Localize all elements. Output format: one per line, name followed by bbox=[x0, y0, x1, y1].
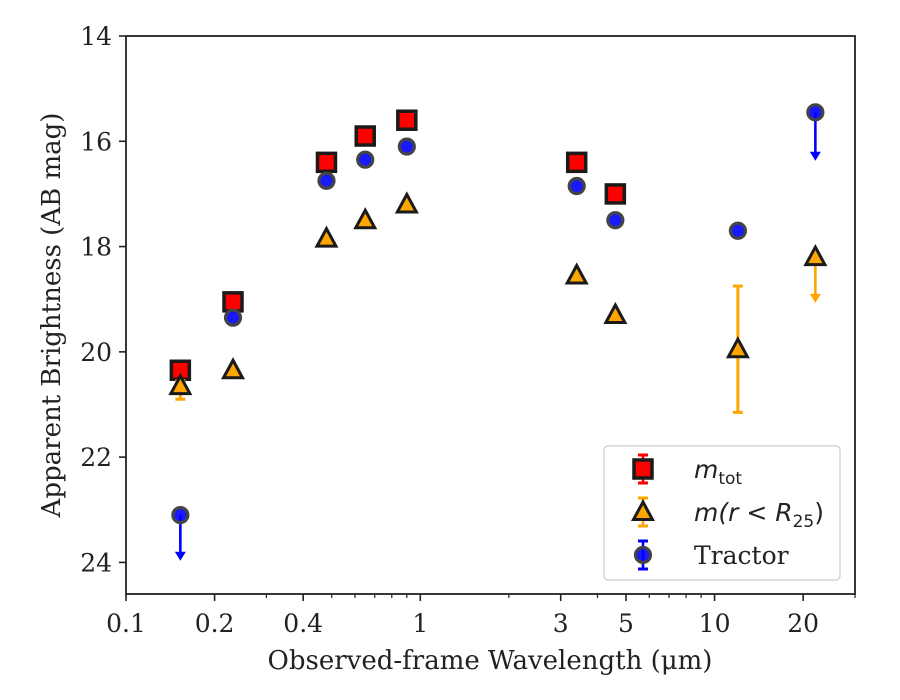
legend-text: m(r < R bbox=[694, 498, 793, 527]
point-mtot bbox=[396, 109, 418, 131]
legend-subscript: tot bbox=[718, 469, 742, 489]
point-mtot bbox=[222, 291, 244, 313]
legend-text-end: ) bbox=[814, 498, 824, 527]
x-tick-label: 1 bbox=[412, 609, 428, 638]
legend-item-mtot: mtot bbox=[632, 453, 742, 489]
legend: mtot m(r < R25) Tractor bbox=[603, 445, 841, 581]
point-mtot bbox=[354, 125, 376, 147]
x-tick-label: 10 bbox=[699, 609, 731, 638]
legend-label-mtot: mtot bbox=[694, 455, 742, 489]
point-mr25 bbox=[168, 372, 193, 396]
legend-label-mr25: m(r < R25) bbox=[694, 498, 824, 532]
x-axis-label: Observed-frame Wavelength (μm) bbox=[268, 646, 713, 676]
legend-item-mr25: m(r < R25) bbox=[630, 496, 824, 532]
point-mr25 bbox=[803, 243, 828, 267]
point-tractor bbox=[356, 150, 375, 169]
x-tick-label: 0.4 bbox=[283, 609, 323, 638]
y-tick-label: 22 bbox=[80, 443, 112, 472]
point-mtot bbox=[604, 183, 627, 205]
point-tractor bbox=[806, 103, 825, 122]
y-tick-label: 18 bbox=[80, 233, 112, 262]
point-mr25 bbox=[353, 207, 378, 230]
point-tractor bbox=[397, 137, 416, 156]
series-mr25 bbox=[168, 191, 828, 414]
x-tick-label: 5 bbox=[618, 609, 634, 638]
point-tractor bbox=[567, 176, 586, 196]
point-mtot bbox=[565, 151, 588, 174]
point-mr25 bbox=[564, 262, 589, 285]
point-tractor bbox=[728, 221, 747, 240]
legend-marker-mr25 bbox=[630, 498, 656, 521]
y-tick-label: 14 bbox=[80, 22, 112, 51]
x-tick-label: 20 bbox=[787, 609, 819, 638]
point-tractor bbox=[223, 308, 243, 327]
point-tractor bbox=[317, 171, 336, 190]
point-mr25 bbox=[394, 191, 419, 214]
legend-item-tractor: Tractor bbox=[633, 539, 789, 571]
legend-text: Tractor bbox=[694, 541, 789, 570]
point-tractor bbox=[171, 505, 190, 525]
upper-limit-arrowhead bbox=[809, 151, 821, 161]
y-tick-label: 16 bbox=[80, 127, 112, 156]
point-tractor bbox=[606, 211, 625, 230]
series-tractor bbox=[171, 103, 825, 561]
x-tick-label: 0.2 bbox=[195, 609, 235, 638]
series-mtot bbox=[169, 109, 627, 382]
legend-box bbox=[603, 445, 841, 581]
legend-marker-mtot bbox=[632, 458, 654, 480]
point-mr25 bbox=[314, 225, 339, 248]
x-axis-ticks: 0.1 0.2 0.4 1 3 5 10 20 bbox=[106, 594, 856, 638]
y-tick-label: 20 bbox=[80, 338, 112, 367]
legend-subscript: 25 bbox=[793, 512, 815, 532]
y-tick-label: 24 bbox=[80, 548, 112, 577]
point-mr25 bbox=[220, 357, 246, 380]
y-axis-label: Apparent Brightness (AB mag) bbox=[37, 113, 67, 519]
legend-text: m bbox=[694, 455, 718, 484]
upper-limit-arrowhead bbox=[174, 551, 186, 561]
point-mr25 bbox=[603, 301, 628, 324]
upper-limit-arrowhead bbox=[809, 293, 821, 303]
data-points bbox=[168, 103, 828, 561]
y-axis-ticks: 14 16 18 20 22 24 bbox=[80, 22, 126, 577]
x-tick-label: 3 bbox=[553, 609, 569, 638]
legend-marker-tractor bbox=[633, 545, 653, 565]
x-tick-label: 0.1 bbox=[106, 609, 146, 638]
point-mtot bbox=[315, 151, 338, 174]
legend-label-tractor: Tractor bbox=[694, 541, 789, 570]
point-mr25 bbox=[725, 336, 750, 359]
